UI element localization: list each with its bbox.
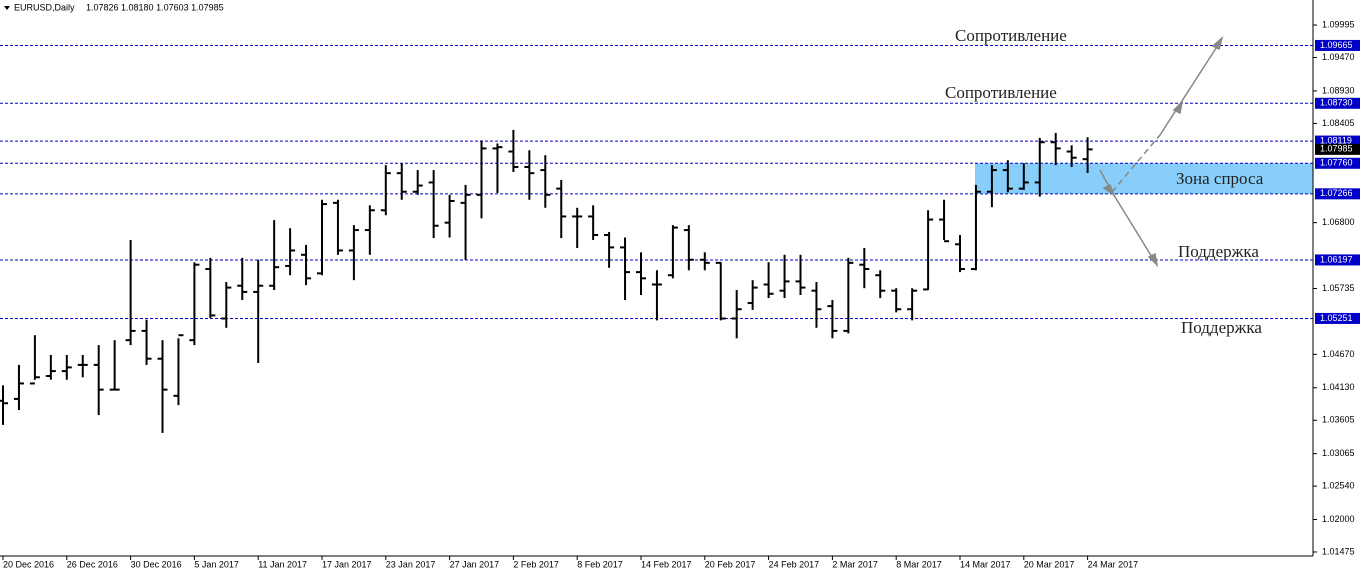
level-label: 1.07760 [1320, 158, 1353, 168]
level-label: 1.08119 [1320, 135, 1352, 145]
level-label: 1.06197 [1320, 254, 1353, 264]
x-tick-label: 20 Dec 2016 [3, 559, 54, 569]
arrow-head [1147, 252, 1159, 268]
arrow-head [1172, 99, 1184, 115]
annotation: Поддержка [1178, 242, 1259, 261]
x-tick-label: 8 Mar 2017 [896, 559, 942, 569]
y-tick-label: 1.04130 [1322, 382, 1355, 392]
x-tick-label: 26 Dec 2016 [67, 559, 118, 569]
level-label: 1.09665 [1320, 40, 1353, 50]
y-tick-label: 1.03065 [1322, 448, 1355, 458]
x-tick-label: 2 Feb 2017 [513, 559, 559, 569]
level-label-box [1315, 39, 1360, 51]
current-price-label: 1.07985 [1320, 144, 1353, 154]
y-tick-label: 1.03605 [1322, 415, 1355, 425]
level-label-box [1315, 312, 1360, 324]
arrow-line [1111, 134, 1161, 193]
current-price-box [1315, 143, 1360, 155]
level-label-box [1315, 157, 1360, 169]
annotation: Поддержка [1181, 318, 1262, 337]
level-label-box [1315, 254, 1360, 266]
level-label: 1.08730 [1320, 98, 1353, 108]
x-tick-label: 14 Mar 2017 [960, 559, 1011, 569]
plot [0, 44, 1313, 433]
level-label-box [1315, 97, 1360, 109]
x-tick-label: 14 Feb 2017 [641, 559, 692, 569]
x-tick-label: 17 Jan 2017 [322, 559, 372, 569]
arrow-head [1102, 183, 1116, 198]
menu-arrow[interactable] [4, 6, 10, 10]
x-tick-label: 11 Jan 2017 [258, 559, 307, 569]
x-tick-label: 30 Dec 2016 [131, 559, 182, 569]
x-tick-label: 27 Jan 2017 [450, 559, 500, 569]
x-tick-label: 24 Mar 2017 [1088, 559, 1139, 569]
y-tick-label: 1.08930 [1322, 85, 1355, 95]
chart-title: EURUSD,Daily [14, 2, 75, 12]
x-tick-label: 24 Feb 2017 [769, 559, 820, 569]
arrow-line [1111, 191, 1156, 263]
x-tick-label: 23 Jan 2017 [386, 559, 436, 569]
annotation: Сопротивление [955, 26, 1067, 45]
x-tick-label: 5 Jan 2017 [194, 559, 239, 569]
demand-zone [975, 163, 1313, 194]
arrow-head [1211, 35, 1224, 51]
ohlc-text: 1.07826 1.08180 1.07603 1.07985 [86, 2, 224, 12]
y-tick-label: 1.05735 [1322, 283, 1355, 293]
level-label: 1.07266 [1320, 188, 1353, 198]
x-tick-label: 2 Mar 2017 [832, 559, 878, 569]
annotation: Сопротивление [945, 83, 1057, 102]
x-tick-label: 8 Feb 2017 [577, 559, 623, 569]
level-label: 1.05251 [1320, 313, 1353, 323]
y-tick-label: 1.04670 [1322, 349, 1355, 359]
level-label-box [1315, 188, 1360, 200]
y-tick-label: 1.06800 [1322, 217, 1355, 227]
level-label-box [1315, 135, 1360, 147]
x-tick-label: 20 Mar 2017 [1024, 559, 1075, 569]
y-tick-label: 1.08405 [1322, 118, 1355, 128]
y-tick-label: 1.09995 [1322, 19, 1355, 29]
y-tick-label: 1.09470 [1322, 52, 1355, 62]
annotation: Зона спроса [1176, 169, 1264, 188]
y-tick-label: 1.02540 [1322, 480, 1355, 490]
arrows [1099, 35, 1224, 268]
x-tick-label: 20 Feb 2017 [705, 559, 756, 569]
arrow-line [1159, 41, 1221, 136]
y-tick-label: 1.02000 [1322, 514, 1355, 524]
y-tick-label: 1.01475 [1322, 546, 1355, 556]
